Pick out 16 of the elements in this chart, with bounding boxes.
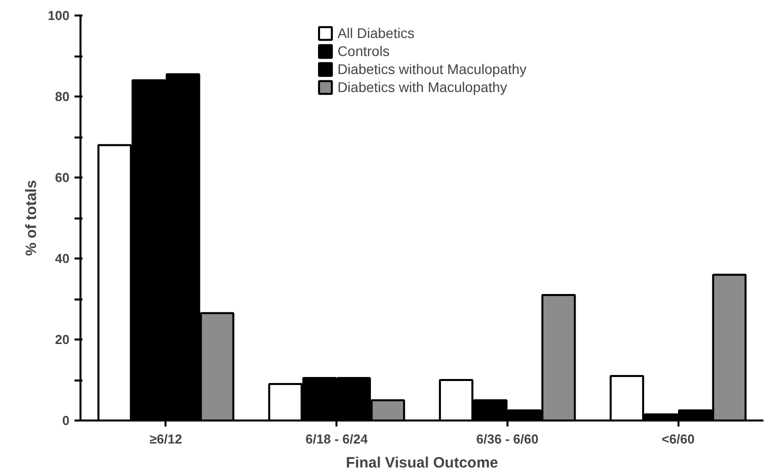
x-axis-title: Final Visual Outcome (346, 454, 498, 472)
x-tick-label: 6/36 - 6/60 (476, 432, 538, 446)
y-axis-title: % of totals (22, 180, 40, 256)
y-tick-label: 20 (55, 332, 70, 347)
x-tick-label: <6/60 (662, 432, 695, 446)
y-tick-label: 80 (55, 89, 70, 104)
legend-label: All Diabetics (337, 25, 414, 41)
y-tick-label: 100 (48, 8, 70, 23)
y-tick-label: 40 (55, 251, 70, 266)
legend-label: Diabetics with Maculopathy (337, 79, 508, 95)
y-tick-label: 0 (62, 413, 70, 428)
legend-label: Controls (337, 43, 390, 59)
legend-label: Diabetics without Maculopathy (337, 61, 527, 77)
x-tick-label: 6/18 - 6/24 (306, 432, 368, 446)
x-tick-label: ≥6/12 (150, 432, 182, 446)
y-tick-label: 60 (55, 170, 70, 185)
